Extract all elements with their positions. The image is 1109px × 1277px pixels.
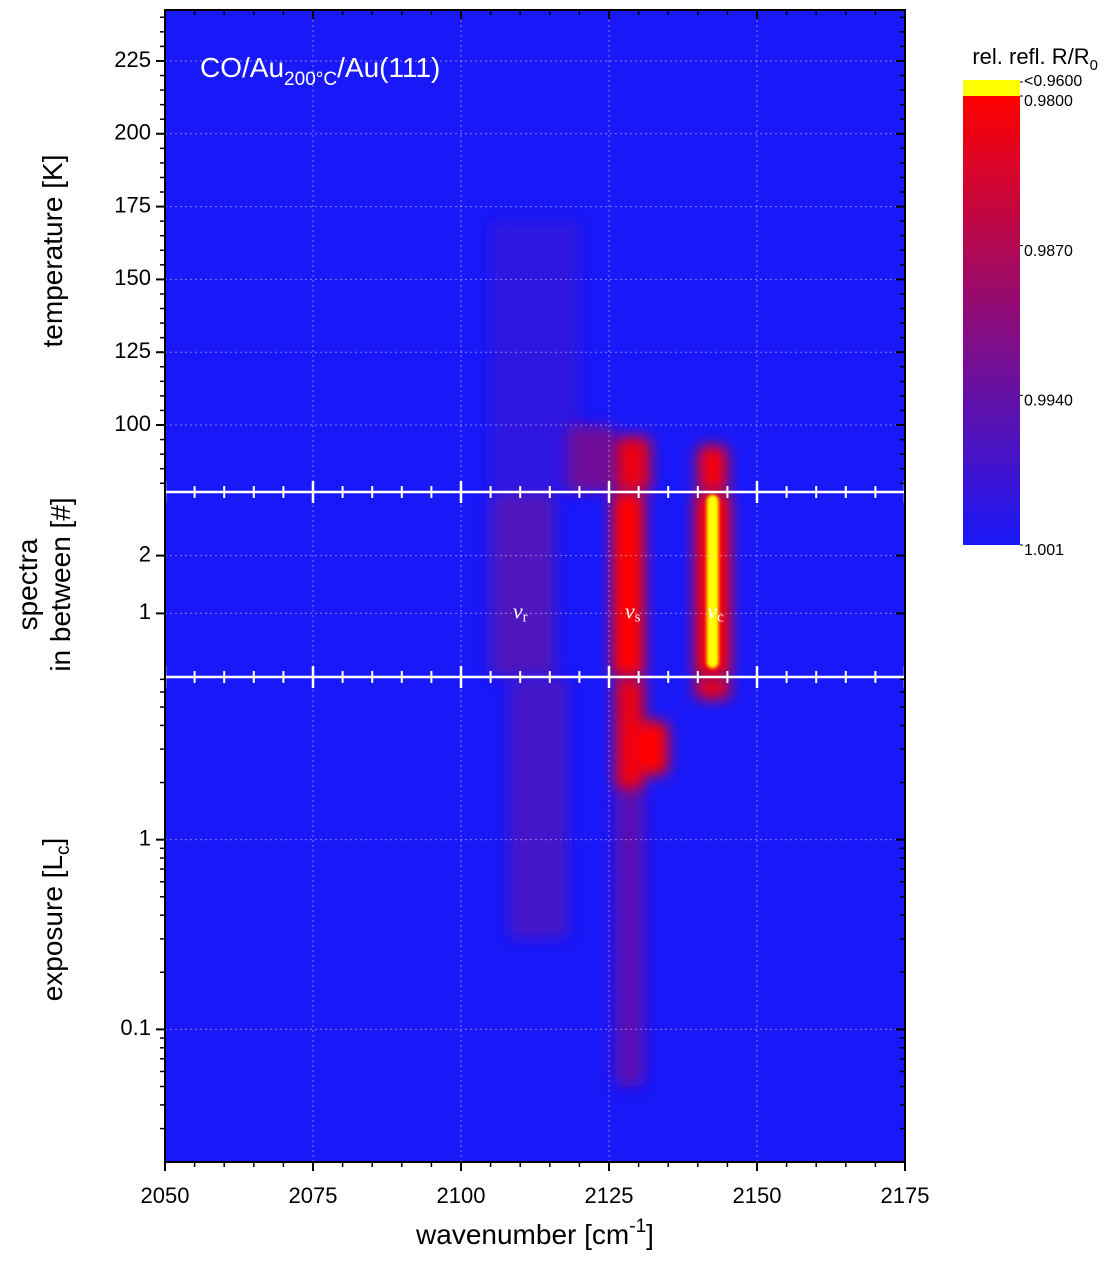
y-axis-label-main: exposure [L (37, 855, 68, 1001)
x-axis-label-rest: ] (646, 1219, 654, 1250)
y-tick-label: 2 (139, 541, 151, 566)
annotation-main: ν (513, 598, 523, 623)
chart-title: CO/Au200°C/Au(111) (200, 52, 440, 90)
y-axis-label: exposure [Lc] (37, 838, 74, 1002)
heatmap-band (706, 494, 719, 669)
y-axis-label-group: spectra (12, 538, 43, 630)
heatmap-band (508, 677, 568, 939)
x-tick-label: 2125 (585, 1183, 634, 1208)
y-tick-label: 0.1 (120, 1015, 151, 1040)
annotation-sub: s (635, 610, 641, 626)
y-tick-label: 1 (139, 599, 151, 624)
y-tick-label: 200 (114, 120, 151, 145)
y-axis-label-group: temperature [K] (37, 155, 68, 348)
heatmap-band (490, 221, 580, 492)
y-axis-label-sub: c (53, 845, 74, 855)
y-tick-label: 1 (139, 825, 151, 850)
y-tick-label: 225 (114, 47, 151, 72)
y-axis-label-main: spectra (12, 538, 43, 630)
plot-frame (164, 9, 906, 1163)
heatmap-band (611, 492, 645, 677)
chart-title-sub: 200°C (284, 69, 337, 90)
heatmap-band (697, 445, 728, 492)
annotation-main: ν (707, 598, 717, 623)
annotation: νc (707, 598, 724, 625)
y-tick-label: 150 (114, 265, 151, 290)
heatmap-band (490, 492, 556, 677)
x-axis-label-sup: -1 (629, 1216, 646, 1237)
colorbar-tick-label: 0.9800 (1024, 93, 1073, 110)
x-tick-label: 2150 (733, 1183, 782, 1208)
colorbar-tick-label: <0.9600 (1024, 73, 1082, 90)
chart-title-main: CO/Au (200, 52, 284, 83)
colorbar-tick-label: 1.001 (1024, 542, 1064, 559)
heatmap (165, 10, 905, 1162)
heatmap-band (614, 436, 651, 492)
y-axis-label: temperature [K] (37, 155, 68, 348)
y-axis-label-main: in between [#] (45, 497, 76, 671)
x-tick-label: 2175 (881, 1183, 930, 1208)
colorbar (963, 96, 1020, 545)
y-tick-label: 125 (114, 338, 151, 363)
annotation-sub: c (717, 610, 724, 626)
colorbar-tick-label: 0.9870 (1024, 243, 1073, 260)
y-axis-label-rest: ] (37, 838, 68, 846)
x-tick-label: 2100 (437, 1183, 486, 1208)
colorbar-title-main: rel. refl. R/R (972, 44, 1089, 69)
y-tick-label: 100 (114, 411, 151, 436)
y-axis-label: spectra (12, 538, 43, 630)
heatmap-band (567, 425, 615, 492)
annotation: νr (513, 598, 528, 625)
y-tick-label: 175 (114, 192, 151, 217)
colorbar-tick-label: 0.9940 (1024, 393, 1073, 410)
x-tick-label: 2050 (141, 1183, 190, 1208)
y-axis-label: in between [#] (45, 497, 76, 671)
y-axis-label-group: in between [#] (45, 497, 76, 671)
colorbar-below (963, 80, 1020, 96)
x-tick-label: 2075 (289, 1183, 338, 1208)
heatmap-band (614, 791, 645, 1087)
annotation-sub: r (523, 610, 528, 626)
chart-title-rest: /Au(111) (337, 52, 440, 83)
x-axis-label-main: wavenumber [cm (415, 1219, 629, 1250)
colorbar-title-sub: 0 (1090, 57, 1098, 74)
annotation: νs (625, 598, 641, 625)
y-axis-label-main: temperature [K] (37, 155, 68, 348)
colorbar-title: rel. refl. R/R0 (972, 44, 1098, 74)
annotation-main: ν (625, 598, 635, 623)
x-axis-label: wavenumber [cm-1] (415, 1216, 654, 1250)
heatmap-band (632, 721, 669, 775)
heatmap-band (694, 677, 731, 700)
y-axis-label-group: exposure [Lc] (37, 838, 74, 1002)
